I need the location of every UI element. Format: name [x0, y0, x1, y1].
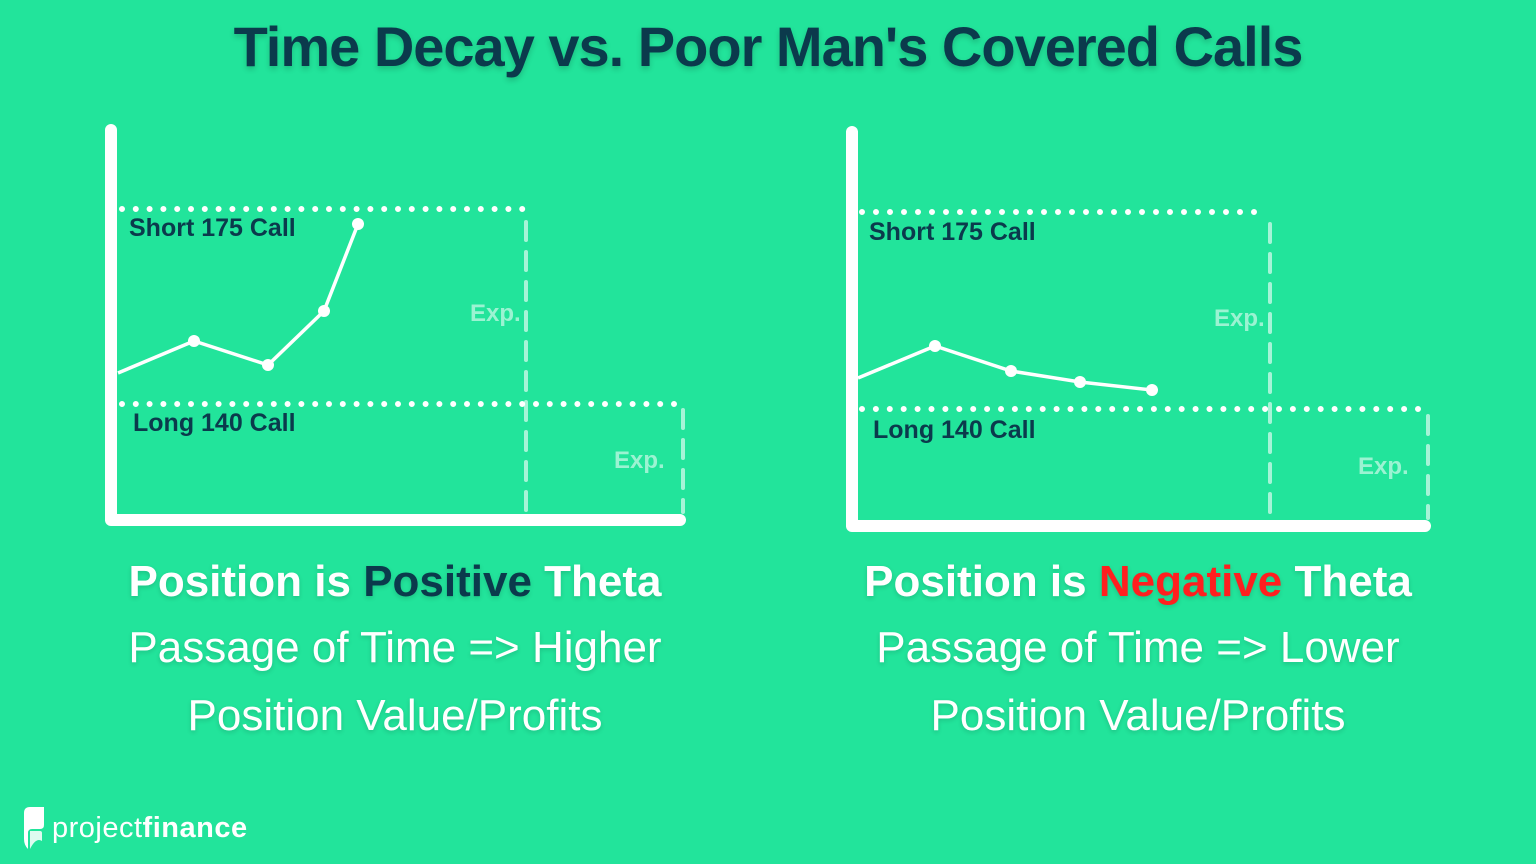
headline-prefix: Position is: [128, 557, 364, 606]
chart-negative-theta: [846, 126, 1431, 532]
headline-suffix: Theta: [531, 557, 662, 606]
headline: Position is Negative Theta: [788, 550, 1488, 614]
long-call-label: Long 140 Call: [873, 416, 1036, 444]
caption-positive: Position is Positive Theta Passage of Ti…: [45, 550, 745, 750]
headline-suffix: Theta: [1282, 557, 1412, 606]
long-exp-label: Exp.: [614, 447, 665, 474]
logo-text-bold: finance: [142, 811, 248, 844]
short-call-label: Short 175 Call: [129, 214, 296, 242]
page-title: Time Decay vs. Poor Man's Covered Calls: [233, 15, 1304, 78]
headline-prefix: Position is: [864, 557, 1099, 606]
short-exp-label: Exp.: [470, 300, 521, 327]
short-exp-label: Exp.: [1214, 305, 1265, 332]
caption-negative: Position is Negative Theta Passage of Ti…: [788, 550, 1488, 750]
subtext-line-2: Position Value/Profits: [930, 691, 1346, 740]
logo-text: projectfinance: [52, 812, 248, 845]
positive-highlight: Positive: [363, 557, 532, 606]
chart-positive-theta: [105, 124, 686, 526]
panel-negative-theta: Short 175 Call Long 140 Call Exp. Exp. P…: [788, 126, 1488, 750]
negative-highlight: Negative: [1098, 557, 1283, 606]
long-exp-label: Exp.: [1358, 453, 1409, 480]
short-call-label: Short 175 Call: [869, 218, 1036, 246]
projectfinance-logo-icon: [24, 807, 44, 849]
long-call-label: Long 140 Call: [133, 409, 296, 437]
brand-logo: projectfinance: [22, 805, 248, 851]
panel-positive-theta: Short 175 Call Long 140 Call Exp. Exp. P…: [0, 0, 768, 780]
subtext-line-2: Position Value/Profits: [187, 691, 603, 740]
subtext-line-1: Passage of Time => Higher: [128, 623, 662, 672]
headline: Position is Positive Theta: [45, 550, 745, 614]
logo-text-light: project: [52, 811, 143, 844]
subtext-line-1: Passage of Time => Lower: [876, 623, 1400, 672]
